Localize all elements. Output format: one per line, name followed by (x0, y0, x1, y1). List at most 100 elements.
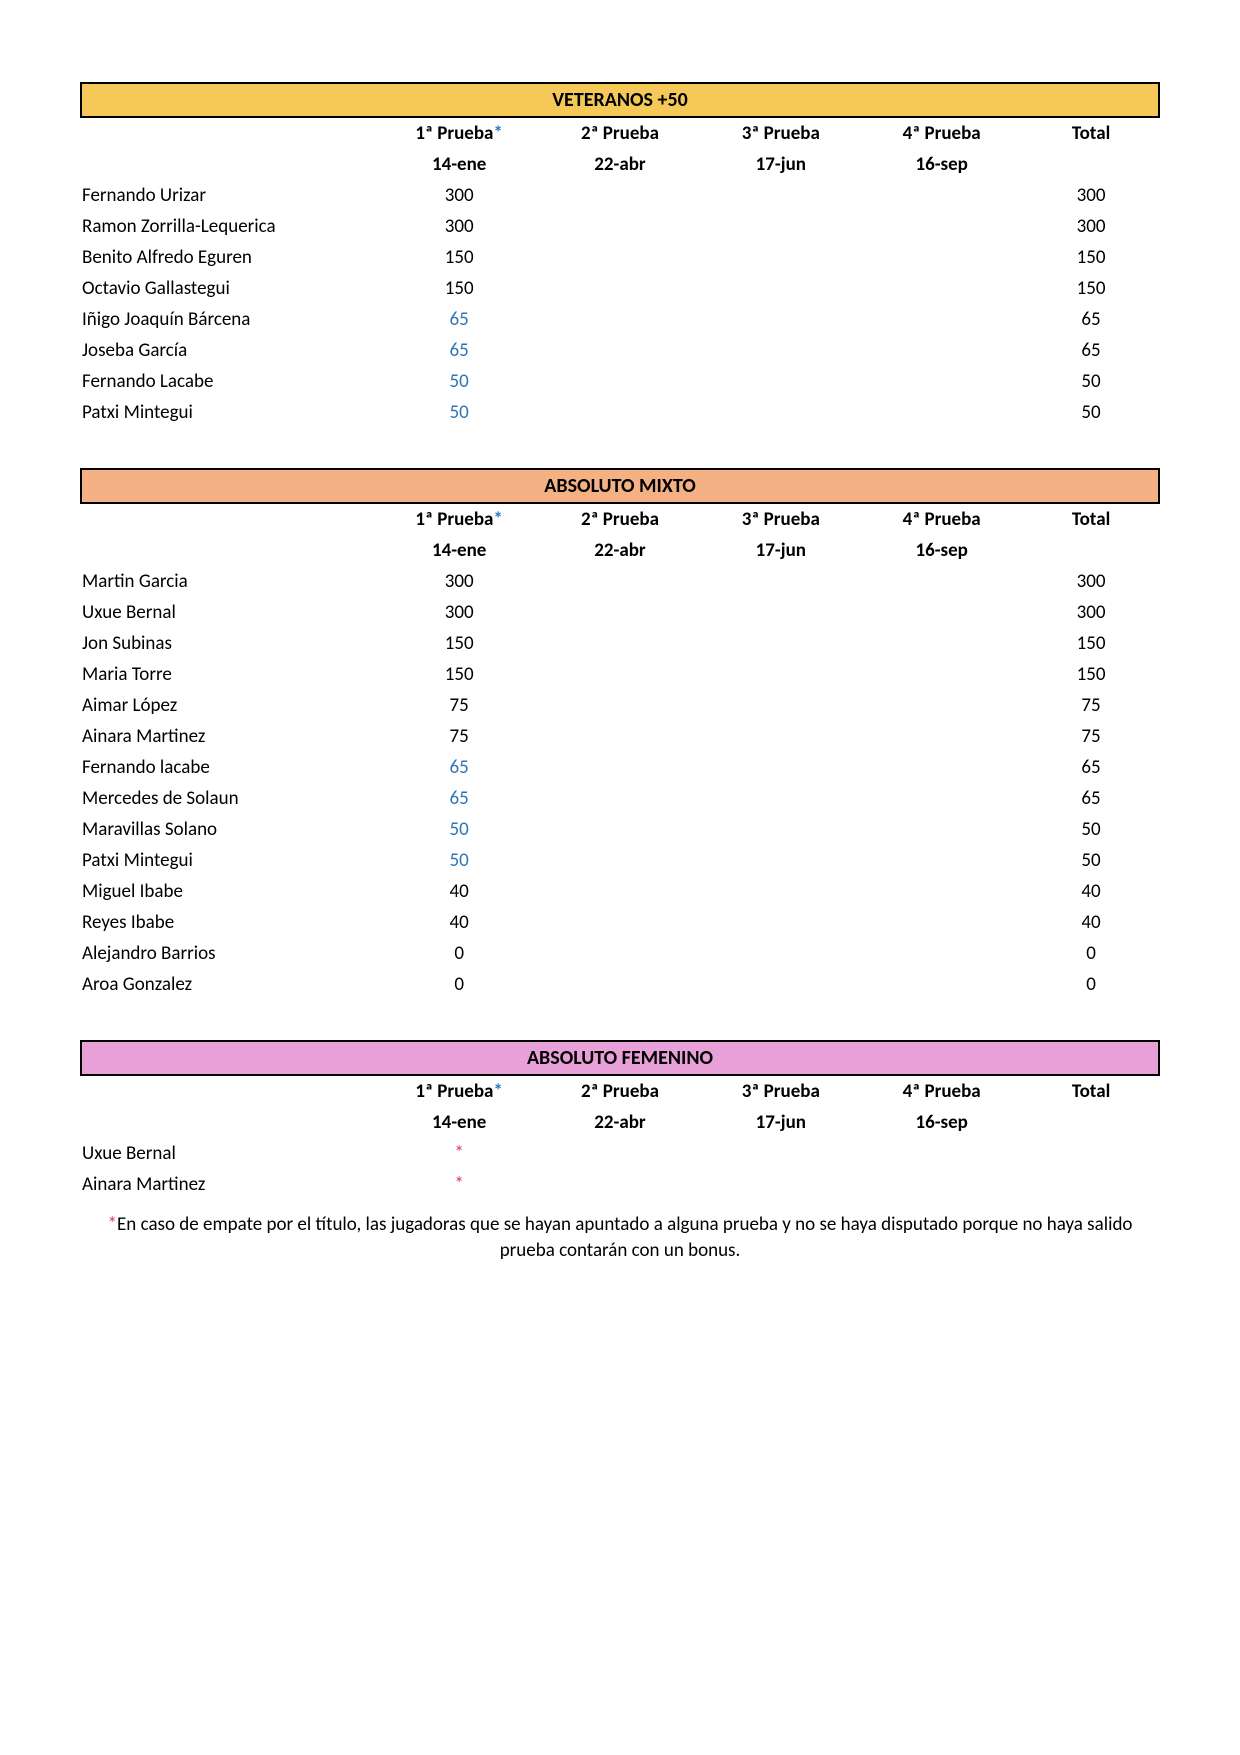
cell-name: Patxi Mintegui (80, 845, 379, 876)
cell-total: 300 (1022, 566, 1160, 597)
cell-empty (700, 180, 861, 211)
header-d1: 14-ene (379, 535, 540, 566)
table-row: Joseba García6565 (80, 335, 1160, 366)
cell-name: Fernando lacabe (80, 752, 379, 783)
cell-empty (540, 814, 701, 845)
cell-total: 150 (1022, 628, 1160, 659)
table-row: Alejandro Barrios00 (80, 938, 1160, 969)
cell-empty (540, 752, 701, 783)
cell-total: 65 (1022, 752, 1160, 783)
cell-total: 75 (1022, 690, 1160, 721)
tbody-mixto: Martin Garcia300300Uxue Bernal300300Jon … (80, 566, 1160, 1000)
cell-total: 300 (1022, 211, 1160, 242)
table-row: Ainara Martinez* (80, 1169, 1160, 1200)
cell-empty (861, 366, 1022, 397)
table-row: Miguel Ibabe4040 (80, 876, 1160, 907)
cell-p1: 150 (379, 659, 540, 690)
title-femenino: ABSOLUTO FEMENINO (80, 1040, 1160, 1076)
cell-empty (861, 397, 1022, 428)
header-d2: 22-abr (540, 1107, 701, 1138)
table-row: Mercedes de Solaun6565 (80, 783, 1160, 814)
cell-empty (861, 628, 1022, 659)
cell-empty (540, 566, 701, 597)
table-femenino: 1ª Prueba* 2ª Prueba 3ª Prueba 4ª Prueba… (80, 1076, 1160, 1200)
header-total: Total (1022, 1076, 1160, 1107)
table-head: 1ª Prueba* 2ª Prueba 3ª Prueba 4ª Prueba… (80, 1076, 1160, 1138)
cell-empty (540, 969, 701, 1000)
cell-p1: 65 (379, 783, 540, 814)
cell-empty (540, 783, 701, 814)
cell-empty (700, 335, 861, 366)
table-row: Jon Subinas150150 (80, 628, 1160, 659)
cell-total: 150 (1022, 242, 1160, 273)
cell-name: Reyes Ibabe (80, 907, 379, 938)
cell-empty (861, 304, 1022, 335)
title-mixto: ABSOLUTO MIXTO (80, 468, 1160, 504)
cell-empty (700, 938, 861, 969)
cell-name: Ainara Martinez (80, 721, 379, 752)
header-p3: 3ª Prueba (700, 118, 861, 149)
header-d1: 14-ene (379, 1107, 540, 1138)
cell-empty (540, 397, 701, 428)
table-row: Iñigo Joaquín Bárcena6565 (80, 304, 1160, 335)
cell-p1: 300 (379, 597, 540, 628)
cell-p1: 40 (379, 876, 540, 907)
table-row: Uxue Bernal* (80, 1138, 1160, 1169)
table-row: Aimar López7575 (80, 690, 1160, 721)
cell-empty (861, 783, 1022, 814)
cell-empty (861, 814, 1022, 845)
cell-name: Patxi Mintegui (80, 397, 379, 428)
cell-total: 40 (1022, 876, 1160, 907)
cell-empty (861, 335, 1022, 366)
cell-empty (700, 1169, 861, 1200)
cell-p1: 150 (379, 242, 540, 273)
cell-empty (700, 690, 861, 721)
table-row: Martin Garcia300300 (80, 566, 1160, 597)
table-row: Uxue Bernal300300 (80, 597, 1160, 628)
cell-total (1022, 1138, 1160, 1169)
cell-empty (540, 938, 701, 969)
cell-empty (861, 752, 1022, 783)
cell-total: 65 (1022, 783, 1160, 814)
cell-p1: 50 (379, 366, 540, 397)
cell-total: 150 (1022, 659, 1160, 690)
tbody-femenino: Uxue Bernal*Ainara Martinez* (80, 1138, 1160, 1200)
cell-empty (700, 628, 861, 659)
cell-empty (700, 969, 861, 1000)
table-mixto: 1ª Prueba* 2ª Prueba 3ª Prueba 4ª Prueba… (80, 504, 1160, 1000)
cell-name: Uxue Bernal (80, 597, 379, 628)
cell-empty (861, 876, 1022, 907)
cell-total: 300 (1022, 597, 1160, 628)
cell-total: 150 (1022, 273, 1160, 304)
table-row: Patxi Mintegui5050 (80, 845, 1160, 876)
table-row: Maria Torre150150 (80, 659, 1160, 690)
cell-empty (861, 242, 1022, 273)
tbody-veteranos: Fernando Urizar300300Ramon Zorrilla-Lequ… (80, 180, 1160, 428)
header-p4: 4ª Prueba (861, 504, 1022, 535)
cell-empty (540, 690, 701, 721)
cell-empty (861, 690, 1022, 721)
header-p3: 3ª Prueba (700, 504, 861, 535)
cell-p1: 75 (379, 690, 540, 721)
cell-p1: 300 (379, 566, 540, 597)
cell-empty (700, 721, 861, 752)
cell-name: Alejandro Barrios (80, 938, 379, 969)
cell-empty (861, 659, 1022, 690)
cell-empty (700, 659, 861, 690)
cell-empty (540, 659, 701, 690)
cell-empty (540, 211, 701, 242)
cell-empty (540, 845, 701, 876)
cell-name: Iñigo Joaquín Bárcena (80, 304, 379, 335)
cell-total: 50 (1022, 845, 1160, 876)
cell-name: Miguel Ibabe (80, 876, 379, 907)
cell-total: 50 (1022, 397, 1160, 428)
table-head: 1ª Prueba* 2ª Prueba 3ª Prueba 4ª Prueba… (80, 118, 1160, 180)
header-p2: 2ª Prueba (540, 504, 701, 535)
table-row: Ainara Martinez7575 (80, 721, 1160, 752)
cell-total (1022, 1169, 1160, 1200)
table-row: Patxi Mintegui5050 (80, 397, 1160, 428)
cell-empty (700, 876, 861, 907)
cell-p1: 50 (379, 397, 540, 428)
cell-empty (700, 597, 861, 628)
cell-empty (540, 876, 701, 907)
